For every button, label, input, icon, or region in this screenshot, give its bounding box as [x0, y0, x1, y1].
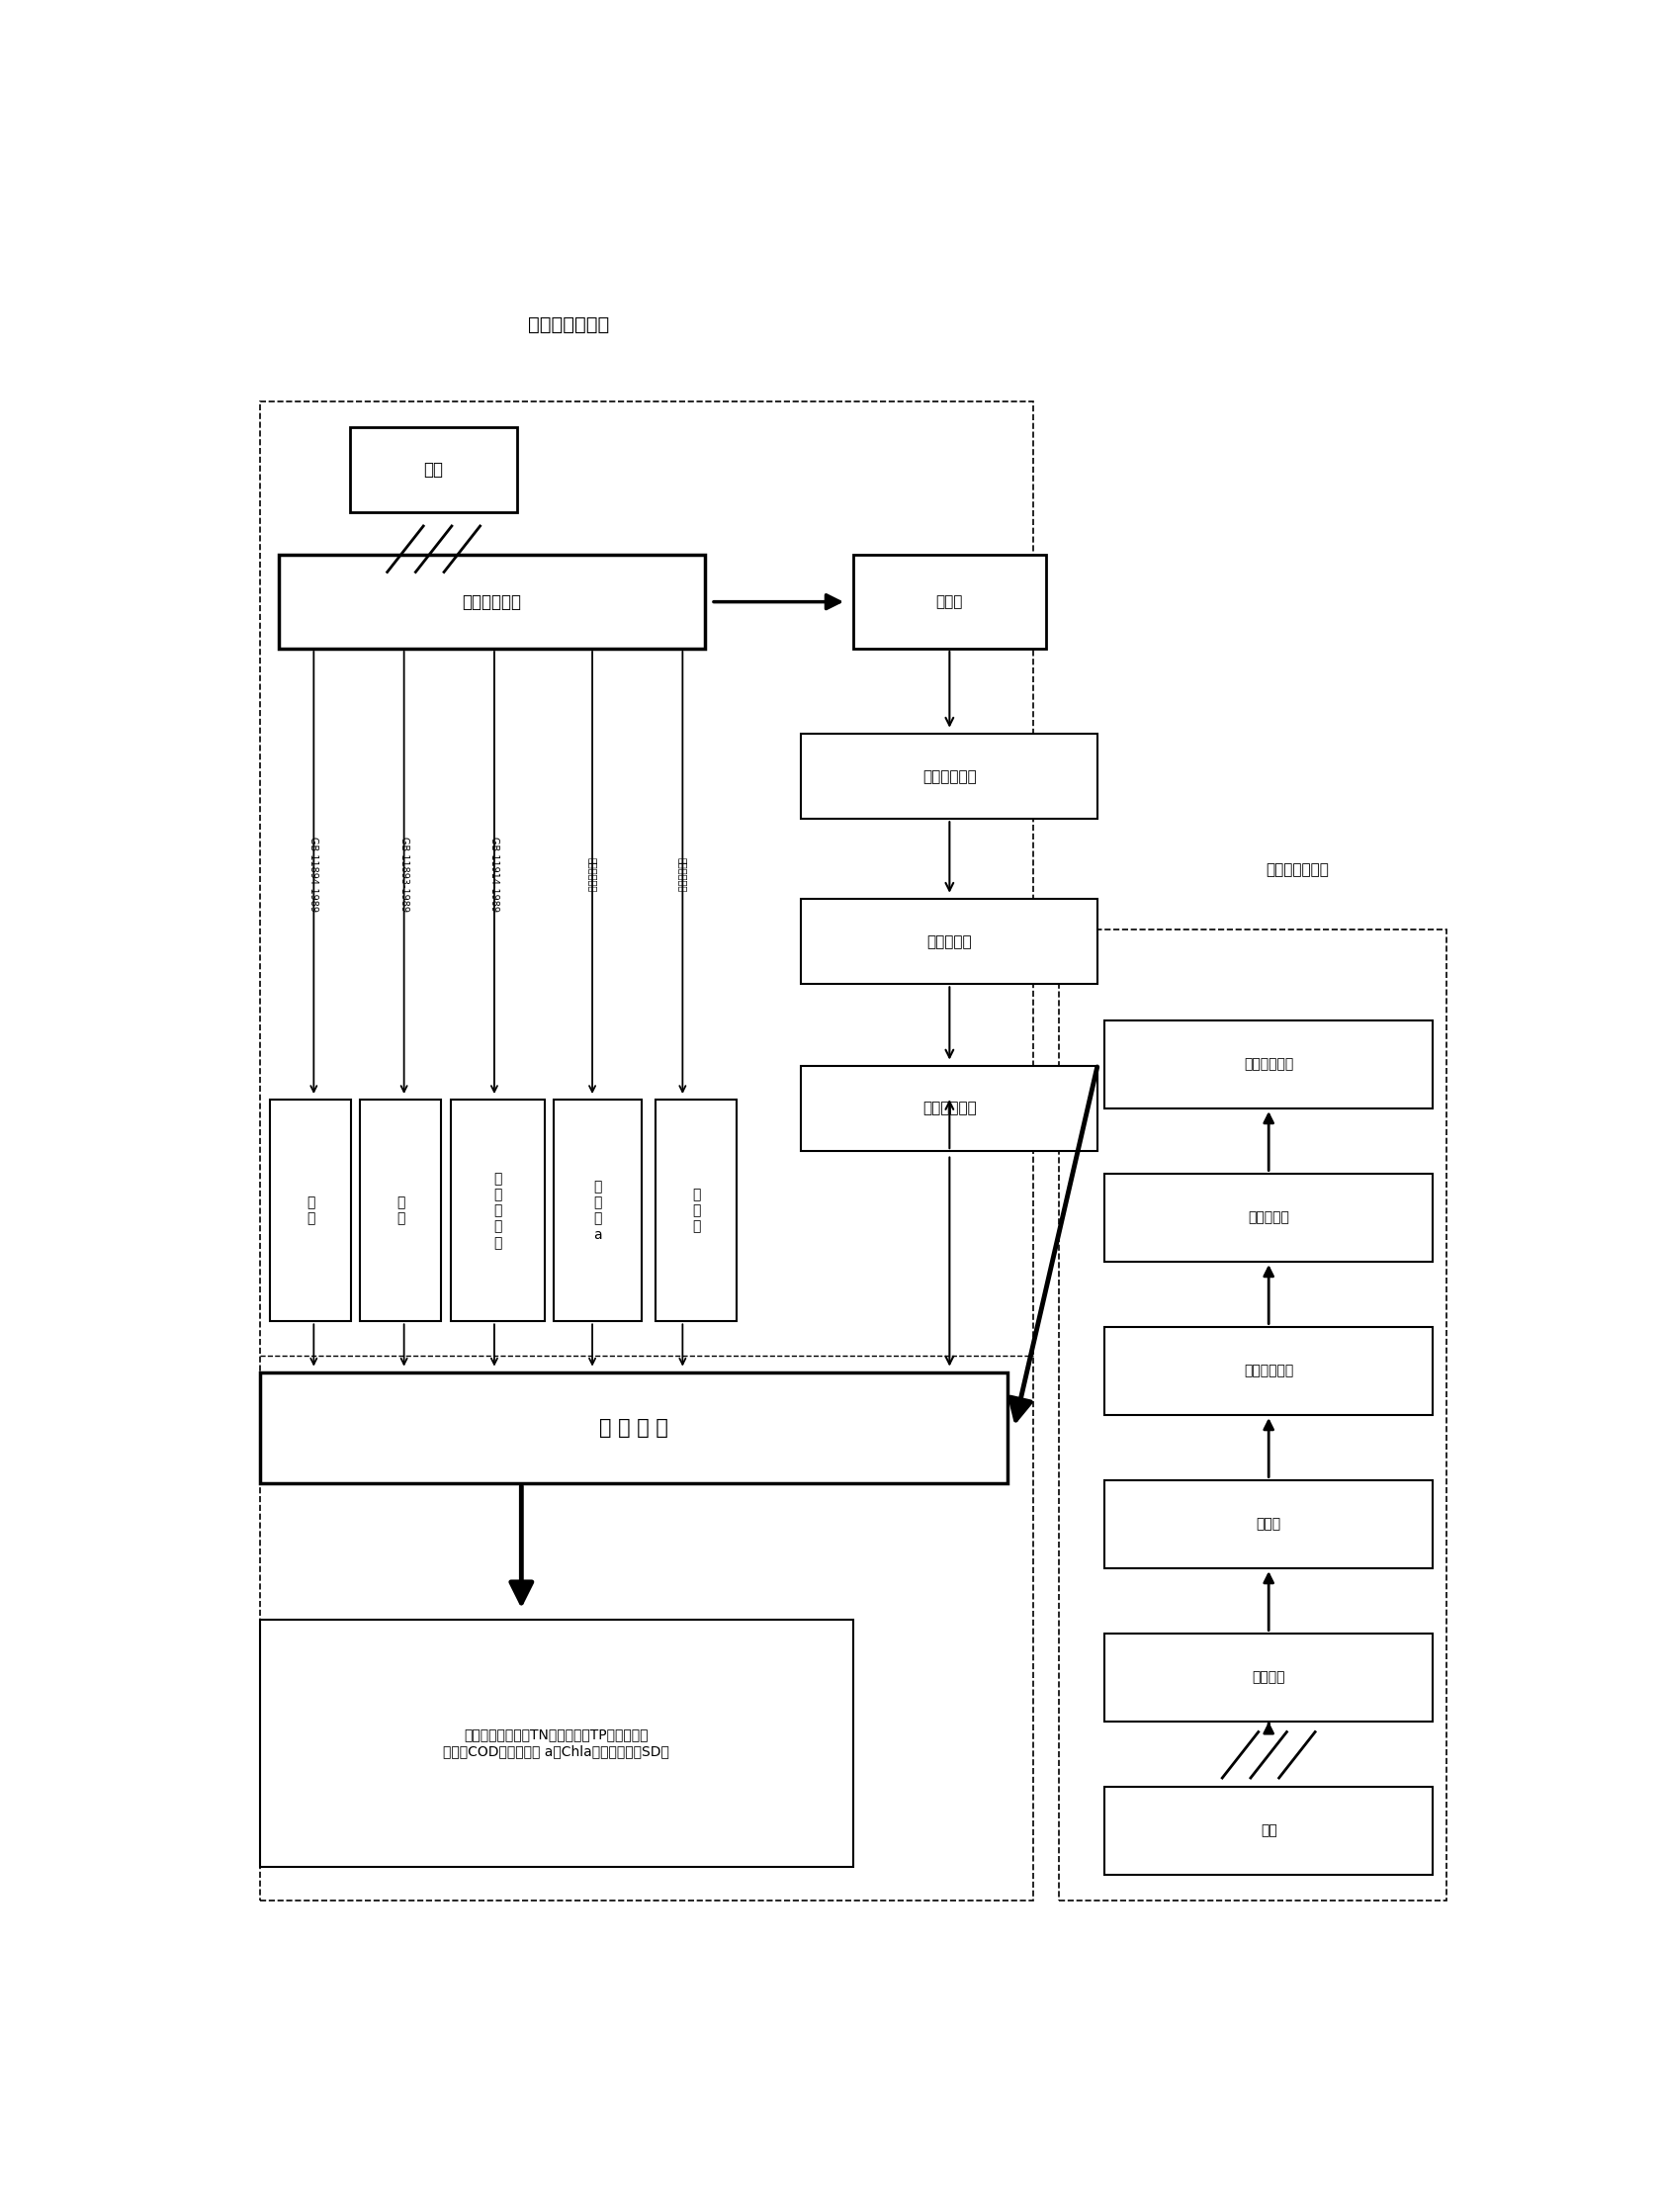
Text: 分光光度计法: 分光光度计法 — [587, 856, 597, 891]
Text: GB 11894-1989: GB 11894-1989 — [309, 836, 319, 911]
Text: 光谱预处理: 光谱预处理 — [926, 933, 971, 949]
Text: 光谱原始数据: 光谱原始数据 — [1244, 1365, 1292, 1378]
Bar — [1104, 1632, 1432, 1721]
Bar — [349, 427, 517, 513]
Bar — [802, 1066, 1098, 1150]
Bar — [802, 898, 1098, 984]
Bar — [655, 1099, 737, 1321]
Bar — [259, 1619, 851, 1867]
Text: 光谱预处理: 光谱预处理 — [1247, 1210, 1289, 1225]
Text: 叶
绿
素
a: 叶 绿 素 a — [592, 1179, 602, 1241]
Text: 特征光谱信息: 特征光谱信息 — [921, 1102, 976, 1117]
Bar — [1104, 1327, 1432, 1416]
Bar — [279, 555, 703, 648]
Text: 光源: 光源 — [1259, 1825, 1276, 1838]
Text: 校 正 模 型: 校 正 模 型 — [599, 1418, 669, 1438]
Text: 校正模型的建立: 校正模型的建立 — [529, 316, 609, 334]
Text: 化
学
需
氧
量: 化 学 需 氧 量 — [492, 1172, 501, 1250]
Text: 未知水样的测定: 未知水样的测定 — [1266, 863, 1329, 878]
Bar — [259, 403, 1033, 1900]
Bar — [451, 1099, 544, 1321]
Text: 待测水样: 待测水样 — [1251, 1670, 1284, 1683]
Bar — [259, 1371, 1006, 1484]
Text: 光源: 光源 — [424, 460, 444, 478]
Text: 光谱仪: 光谱仪 — [1256, 1517, 1281, 1531]
Text: 待测水样的总氮（TN）、总磷（TP）、化学需
氧量（COD）、叶绿素 a（Chla）、透明度（SD）: 待测水样的总氮（TN）、总磷（TP）、化学需 氧量（COD）、叶绿素 a（Chl… — [442, 1728, 669, 1759]
Bar — [359, 1099, 441, 1321]
Text: 富营养化水样: 富营养化水样 — [462, 593, 521, 611]
Text: 特征光谱信息: 特征光谱信息 — [1244, 1057, 1292, 1071]
Bar — [1104, 1787, 1432, 1876]
Bar — [554, 1099, 640, 1321]
Bar — [1058, 929, 1445, 1900]
Text: GB 11914-1989: GB 11914-1989 — [489, 836, 499, 911]
Bar — [269, 1099, 351, 1321]
Bar — [851, 555, 1046, 648]
Bar — [1104, 1480, 1432, 1568]
Text: 光谱原始数据: 光谱原始数据 — [921, 770, 976, 783]
Text: 传统光量传统: 传统光量传统 — [677, 856, 687, 891]
Bar — [802, 734, 1098, 818]
Text: 光谱仪: 光谱仪 — [935, 595, 963, 608]
Text: GB 11893-1989: GB 11893-1989 — [399, 836, 409, 911]
Text: 总
磷: 总 磷 — [396, 1197, 404, 1225]
Bar — [1104, 1020, 1432, 1108]
Text: 总
氮: 总 氮 — [306, 1197, 314, 1225]
Bar — [1104, 1172, 1432, 1261]
Text: 透
明
度: 透 明 度 — [692, 1188, 700, 1234]
